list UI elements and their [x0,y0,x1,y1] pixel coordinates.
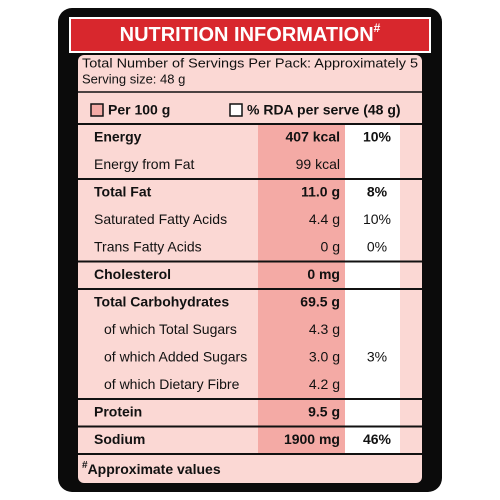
nutrient-value: 4.4 g [309,211,340,227]
nutrient-value: 69.5 g [300,293,340,309]
legend-swatch [229,103,243,117]
nutrient-name: Sodium [94,431,145,447]
legend-label: % RDA per serve (48 g) [247,102,401,118]
header-title: NUTRITION INFORMATION# [120,21,381,46]
nutrient-value: 4.2 g [309,376,340,392]
nutrient-rda: 10% [363,211,391,227]
nutrient-value: 9.5 g [308,403,340,419]
title-text: NUTRITION INFORMATION [120,24,374,46]
nutrient-value: 0 g [321,238,340,254]
nutrient-value: 4.3 g [309,321,340,337]
footnote-mark: # [82,460,88,471]
legend-swatch [90,103,104,117]
nutrient-name: Total Fat [94,183,152,199]
nutrient-rda: 8% [367,183,388,199]
nutrient-name: Trans Fatty Acids [94,238,202,254]
nutrient-value: 11.0 g [301,183,340,199]
nutrient-value: 99 kcal [296,156,340,172]
nutrient-rda: 10% [363,128,392,144]
nutrient-name: Total Carbohydrates [94,293,229,309]
footnote: #Approximate values [82,460,221,477]
nutrient-value: 3.0 g [309,348,340,364]
nutrient-name: Cholesterol [94,266,171,282]
header-band [69,17,431,53]
nutrient-value: 1900 mg [284,431,340,447]
servings-line: Serving size: 48 g [82,71,185,86]
nutrient-name: of which Total Sugars [104,321,237,337]
nutrient-name: of which Added Sugars [104,348,247,364]
servings-line: Total Number of Servings Per Pack: Appro… [82,55,418,70]
nutrient-name: Energy [94,128,142,144]
nutrient-rda: 46% [363,431,392,447]
nutrient-name: Energy from Fat [94,156,194,172]
title-mark: # [374,21,381,35]
nutrient-rda: 3% [367,348,387,364]
nutrient-name: of which Dietary Fibre [104,376,240,392]
nutrient-value: 407 kcal [286,128,341,144]
nutrient-name: Protein [94,403,142,419]
nutrient-rda: 0% [367,238,387,254]
nutrition-table: Energy 407 kcal 10% Energy from Fat 99 kcal T… [78,123,422,455]
footnote-text: Approximate values [88,461,221,477]
nutrient-name: Saturated Fatty Acids [94,211,227,227]
nutrient-value: 0 mg [307,266,340,282]
legend-label: Per 100 g [108,102,170,118]
